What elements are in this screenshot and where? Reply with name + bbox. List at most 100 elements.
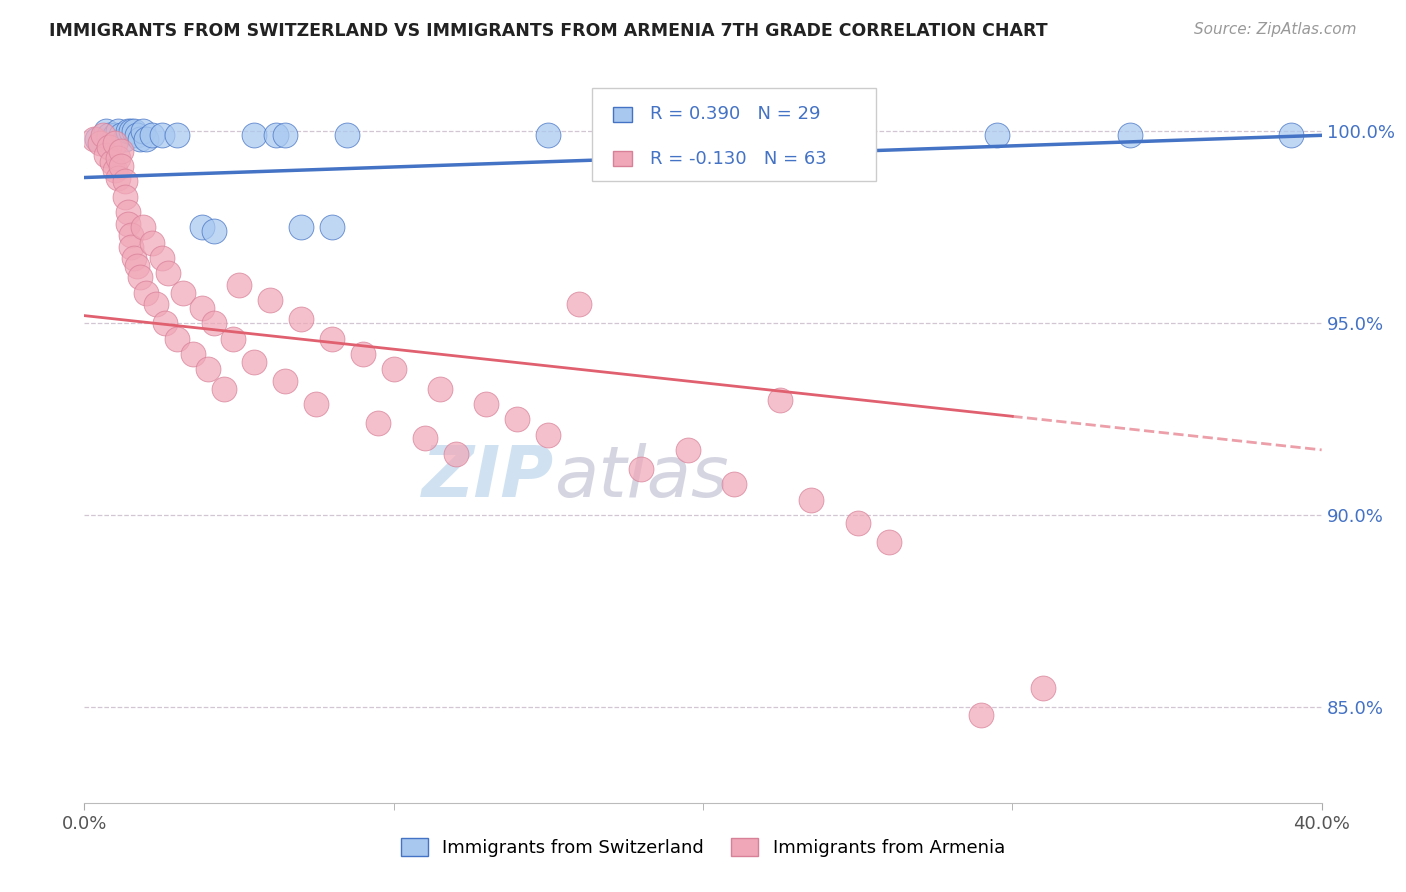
Point [800, 492, 823, 507]
Legend: Immigrants from Switzerland, Immigrants from Armenia: Immigrants from Switzerland, Immigrants … [394, 830, 1012, 864]
Text: Source: ZipAtlas.com: Source: ZipAtlas.com [1194, 22, 1357, 37]
Point [305, 397, 328, 411]
Point [197, 362, 219, 376]
Point [537, 427, 560, 442]
Point [202, 224, 225, 238]
Point [568, 297, 591, 311]
Point [166, 332, 188, 346]
Point [120, 239, 142, 253]
Point [212, 382, 235, 396]
Point [125, 259, 148, 273]
Point [132, 220, 155, 235]
Point [135, 132, 157, 146]
Point [676, 442, 699, 457]
Point [723, 477, 745, 491]
Point [290, 220, 312, 235]
Point [98, 140, 121, 154]
Point [107, 152, 129, 166]
Point [141, 128, 163, 143]
Point [135, 285, 157, 300]
Point [382, 362, 405, 376]
Text: R = -0.130   N = 63: R = -0.130 N = 63 [650, 150, 827, 168]
Point [243, 354, 266, 368]
Point [243, 128, 266, 143]
Point [94, 147, 117, 161]
Point [352, 347, 374, 361]
Point [104, 128, 127, 143]
Point [107, 124, 129, 138]
Point [986, 128, 1008, 143]
Point [166, 128, 188, 143]
Point [1119, 128, 1142, 143]
Point [228, 277, 250, 292]
Point [429, 382, 451, 396]
Point [630, 462, 652, 476]
Text: IMMIGRANTS FROM SWITZERLAND VS IMMIGRANTS FROM ARMENIA 7TH GRADE CORRELATION CHA: IMMIGRANTS FROM SWITZERLAND VS IMMIGRANT… [49, 22, 1047, 40]
Point [114, 174, 136, 188]
Point [110, 159, 132, 173]
Point [117, 205, 139, 219]
Point [104, 136, 127, 150]
Point [846, 516, 869, 530]
Point [86, 132, 108, 146]
Point [110, 144, 132, 158]
Text: R = 0.390   N = 29: R = 0.390 N = 29 [650, 105, 820, 123]
Point [91, 128, 114, 143]
Point [145, 297, 167, 311]
Point [156, 267, 179, 281]
Point [141, 235, 163, 250]
Point [290, 312, 312, 326]
Point [114, 190, 136, 204]
Point [537, 128, 560, 143]
Point [181, 347, 204, 361]
Point [1279, 128, 1302, 143]
Point [191, 301, 214, 315]
Point [120, 228, 142, 243]
Point [172, 285, 194, 300]
FancyBboxPatch shape [613, 107, 633, 121]
Point [475, 397, 498, 411]
FancyBboxPatch shape [592, 88, 876, 181]
Point [129, 270, 152, 285]
Point [202, 316, 225, 330]
Point [222, 332, 245, 346]
Text: ZIP: ZIP [422, 442, 554, 511]
Point [129, 132, 152, 146]
Point [274, 128, 297, 143]
Point [98, 128, 121, 143]
Point [970, 707, 993, 722]
Point [150, 128, 173, 143]
Point [101, 155, 124, 169]
Point [321, 332, 343, 346]
Point [122, 124, 145, 138]
Point [264, 128, 287, 143]
Point [413, 431, 436, 445]
Point [259, 293, 281, 308]
Point [117, 217, 139, 231]
Point [120, 124, 142, 138]
Point [110, 128, 132, 143]
Point [122, 251, 145, 265]
Point [321, 220, 343, 235]
Point [367, 416, 389, 430]
Point [132, 124, 155, 138]
Point [89, 136, 111, 150]
FancyBboxPatch shape [613, 152, 633, 166]
Point [125, 128, 148, 143]
Point [117, 124, 139, 138]
Point [107, 170, 129, 185]
Point [104, 162, 127, 177]
Point [506, 412, 529, 426]
Point [150, 251, 173, 265]
Point [274, 374, 297, 388]
Point [83, 132, 105, 146]
Point [1032, 681, 1054, 695]
Point [94, 124, 117, 138]
Point [114, 132, 136, 146]
Text: atlas: atlas [554, 442, 730, 511]
Point [336, 128, 359, 143]
Point [444, 447, 467, 461]
Point [877, 535, 900, 549]
Point [769, 392, 792, 407]
Point [191, 220, 214, 235]
